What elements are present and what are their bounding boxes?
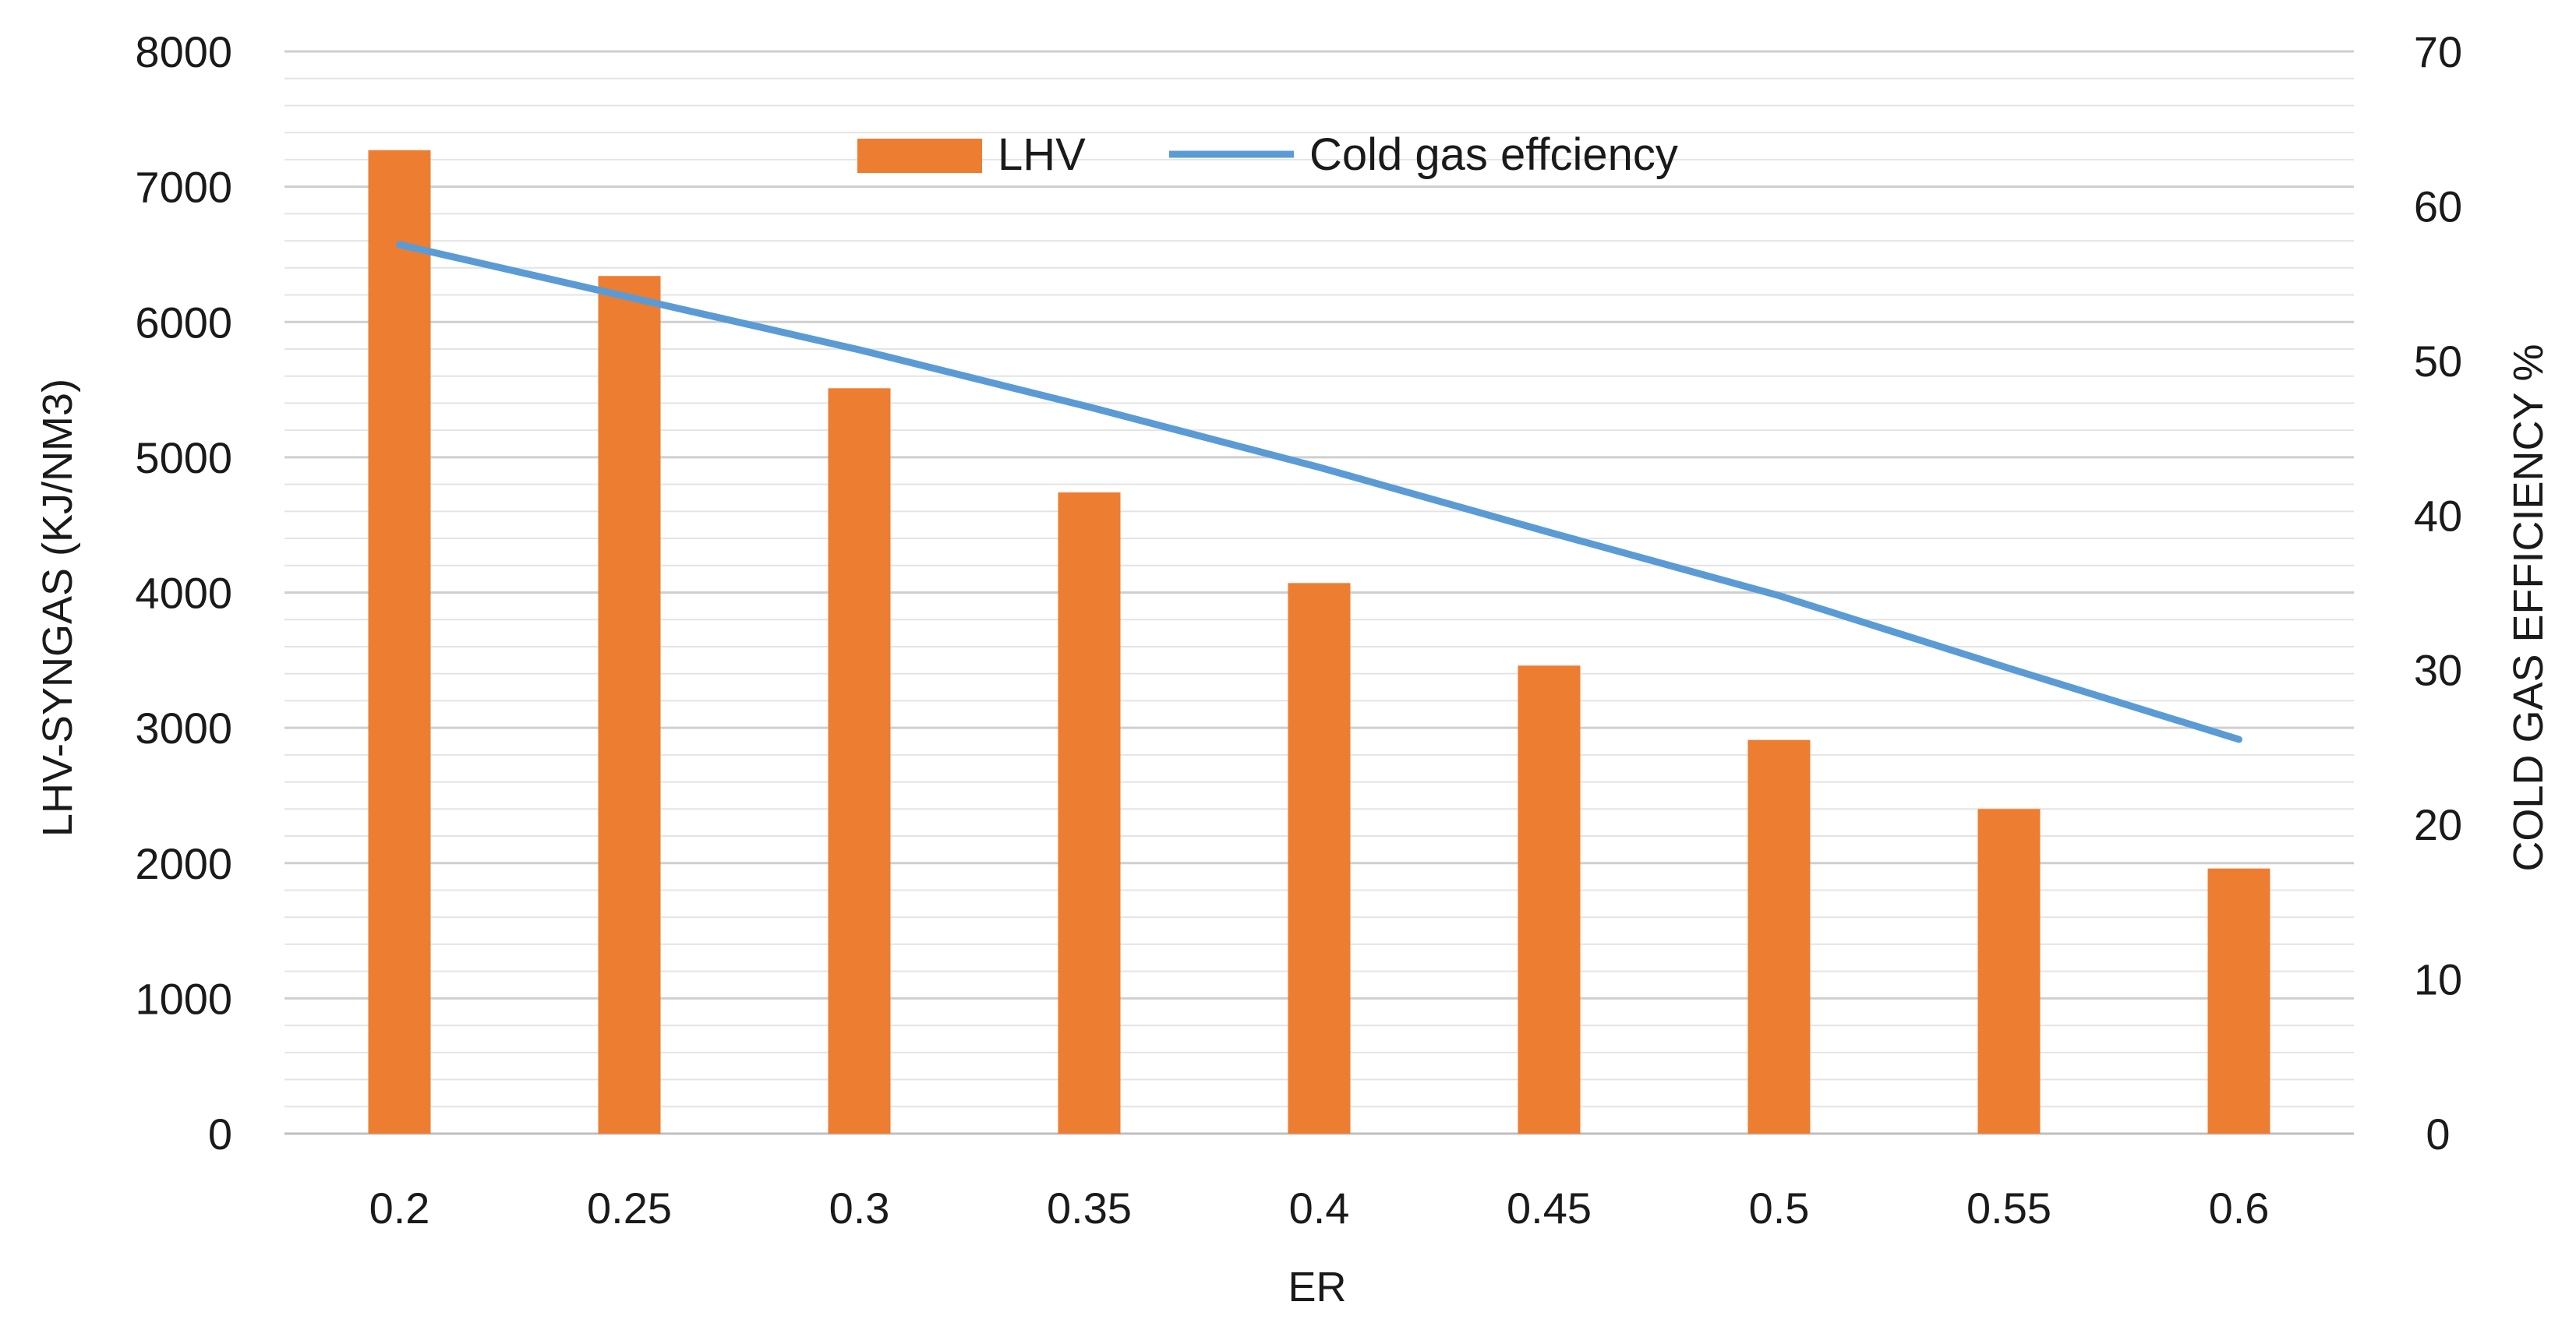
x-tick-label: 0.55 xyxy=(1966,1184,2051,1233)
x-axis-ticks: 0.2 0.25 0.3 0.35 0.4 0.45 0.5 0.55 0.6 xyxy=(369,1184,2270,1233)
x-tick-label: 0.25 xyxy=(587,1184,672,1233)
legend-label-cold-gas-efficiency: Cold gas effciency xyxy=(1309,129,1678,180)
legend-label-lhv: LHV xyxy=(998,129,1086,180)
y-tick-label: 4000 xyxy=(135,569,232,618)
y-tick-label: 8000 xyxy=(135,27,232,76)
legend: LHV Cold gas effciency xyxy=(857,129,1678,180)
x-tick-label: 0.2 xyxy=(369,1184,430,1233)
legend-swatch-lhv xyxy=(857,139,982,173)
y2-tick-label: 60 xyxy=(2414,182,2462,231)
x-tick-label: 0.5 xyxy=(1749,1184,1810,1233)
x-tick-label: 0.35 xyxy=(1047,1184,1132,1233)
right-axis-ticks: 0 10 20 30 40 50 60 70 xyxy=(2414,27,2462,1159)
y-tick-label: 2000 xyxy=(135,839,232,888)
y-tick-label: 0 xyxy=(208,1109,232,1159)
bar-lhv-0.25 xyxy=(598,276,661,1134)
y2-tick-label: 30 xyxy=(2414,646,2462,695)
left-axis-ticks: 0 1000 2000 3000 4000 5000 6000 7000 8000 xyxy=(135,27,232,1159)
lhv-bars xyxy=(368,150,2270,1134)
y-tick-label: 7000 xyxy=(135,163,232,212)
y2-tick-label: 40 xyxy=(2414,491,2462,540)
x-tick-label: 0.4 xyxy=(1289,1184,1350,1233)
bar-lhv-0.35 xyxy=(1058,492,1121,1134)
y2-tick-label: 10 xyxy=(2414,955,2462,1004)
y-tick-label: 1000 xyxy=(135,974,232,1023)
y-tick-label: 5000 xyxy=(135,433,232,482)
x-tick-label: 0.6 xyxy=(2209,1184,2270,1233)
x-tick-label: 0.3 xyxy=(829,1184,890,1233)
y-tick-label: 3000 xyxy=(135,704,232,753)
y2-tick-label: 70 xyxy=(2414,27,2462,76)
efficiency-line-group xyxy=(396,241,2242,743)
bar-lhv-0.55 xyxy=(1977,809,2041,1134)
y-axis-title: LHV-SYNGAS (KJ/NM3) xyxy=(34,379,81,837)
x-axis-title: ER xyxy=(1288,1264,1346,1311)
y2-tick-label: 0 xyxy=(2426,1109,2450,1159)
bar-lhv-0.2 xyxy=(368,150,431,1134)
y-tick-label: 6000 xyxy=(135,298,232,347)
y2-tick-label: 20 xyxy=(2414,800,2462,849)
bar-lhv-0.5 xyxy=(1747,739,1811,1134)
bar-lhv-0.6 xyxy=(2207,868,2270,1134)
bar-lhv-0.3 xyxy=(828,388,891,1134)
bar-lhv-0.4 xyxy=(1288,583,1351,1134)
y2-tick-label: 50 xyxy=(2414,337,2462,386)
x-tick-label: 0.45 xyxy=(1507,1184,1592,1233)
bar-lhv-0.45 xyxy=(1518,665,1581,1134)
y2-axis-title: COLD GAS EFFICIENCY % xyxy=(2505,344,2552,871)
